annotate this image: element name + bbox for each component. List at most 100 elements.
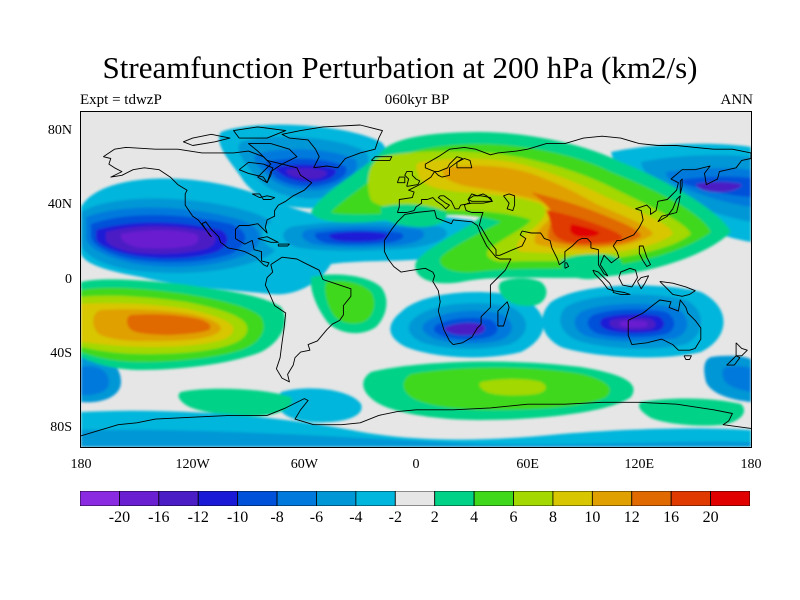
lon-tick-label: 0 — [412, 457, 420, 472]
colorbar-swatch — [158, 491, 199, 506]
coastline — [564, 262, 570, 269]
contour-fill-p16 — [546, 210, 623, 244]
coastline — [396, 135, 751, 277]
chart-title: Streamfunction Perturbation at 200 hPa (… — [102, 50, 698, 85]
colorbar-label: -12 — [187, 509, 209, 526]
coastline — [103, 146, 313, 267]
coastline — [182, 133, 231, 146]
colorbar-label: 16 — [663, 509, 680, 526]
colorbar-swatch — [670, 491, 711, 506]
coastline — [638, 245, 651, 267]
contour-fill-p6 — [479, 379, 546, 396]
lon-tick-label: 60W — [290, 457, 318, 472]
coastline — [679, 178, 683, 195]
contour-fill-n2 — [277, 388, 362, 423]
colorbar-swatch — [276, 491, 317, 506]
coastline — [657, 195, 681, 223]
lon-tick-label: 120W — [175, 457, 210, 472]
contour-fill-p4 — [325, 280, 375, 324]
streamfunction-map — [81, 124, 751, 447]
colorbar-swatch — [394, 491, 436, 506]
colorbar-swatches — [80, 491, 750, 506]
contour-fill-n6 — [81, 366, 109, 396]
colorbar-label: 8 — [548, 509, 557, 526]
coastline — [503, 193, 516, 212]
colorbar-label: 20 — [702, 509, 719, 526]
contour-fill-n16 — [619, 320, 648, 328]
coastline — [257, 236, 279, 243]
colorbar-label: -4 — [349, 509, 363, 526]
coastline — [370, 156, 393, 161]
colorbar-label: -16 — [148, 509, 170, 526]
colorbar-label: -20 — [108, 509, 131, 526]
season-label: ANN — [720, 92, 754, 108]
colorbar-label: 4 — [470, 509, 479, 526]
coastline — [735, 342, 748, 357]
colorbar-swatch — [80, 491, 120, 506]
contour-fill-n16 — [121, 230, 199, 249]
colorbar-label: 10 — [584, 509, 601, 526]
map-panel — [80, 111, 752, 448]
coastline — [467, 195, 493, 202]
coastline — [683, 355, 692, 360]
lat-tick-label: 40N — [47, 197, 72, 213]
colorbar-label: 2 — [430, 509, 439, 526]
colorbar-swatch — [631, 491, 672, 506]
contour-fill-n10 — [329, 231, 387, 242]
colorbar-swatch — [552, 491, 593, 506]
coastline — [81, 398, 751, 437]
coastline — [264, 256, 352, 383]
lat-tick-label: 40S — [50, 345, 72, 361]
coastline — [383, 210, 512, 346]
contour-fill-p2 — [178, 388, 292, 417]
colorbar-swatch — [513, 491, 554, 506]
contour-fill-p20 — [570, 224, 600, 237]
time-label: 060kyr BP — [384, 92, 450, 108]
colorbar-swatch — [473, 491, 514, 506]
experiment-label: Expt = tdwzP — [80, 92, 162, 108]
contour-fill-p2 — [639, 398, 745, 426]
lon-tick-label: 180 — [740, 457, 762, 472]
lon-tick-label: 180 — [70, 457, 92, 472]
coastline — [252, 193, 276, 200]
contour-fill-n12 — [286, 168, 327, 179]
contour-fill-n6 — [722, 366, 751, 392]
colorbar-swatch — [434, 491, 475, 506]
colorbar-label: -8 — [270, 509, 284, 526]
coastline — [248, 143, 298, 165]
contour-fill-p2 — [498, 278, 547, 307]
colorbar-swatch — [197, 491, 239, 506]
colorbar-label: 12 — [623, 509, 640, 526]
coastline — [612, 290, 631, 295]
coastline — [404, 171, 421, 187]
coastline — [456, 158, 473, 169]
coastline — [281, 124, 383, 169]
colorbar-swatch — [119, 491, 160, 506]
contour-fill-p2 — [560, 254, 622, 280]
colorbar-label: -10 — [226, 509, 249, 526]
lon-tick-label: 60E — [516, 457, 539, 472]
colorbar — [80, 491, 750, 506]
contour-fill-p12 — [127, 314, 211, 335]
coastline — [396, 176, 406, 184]
coastline — [659, 280, 696, 297]
coastline — [497, 301, 510, 327]
colorbar-label: -6 — [309, 509, 324, 526]
coastline — [618, 267, 638, 288]
coastline — [277, 243, 290, 247]
coastline — [627, 299, 702, 351]
lat-tick-label: 80N — [47, 122, 72, 138]
colorbar-swatch — [355, 491, 396, 506]
colorbar-swatch — [591, 491, 633, 506]
coastline — [238, 161, 274, 184]
coastline — [233, 126, 287, 139]
coastline — [592, 269, 614, 292]
colorbar-label: -2 — [388, 509, 402, 526]
lon-tick-label: 120E — [624, 457, 655, 472]
coastline — [726, 355, 741, 366]
colorbar-swatch — [710, 491, 750, 506]
colorbar-swatch — [237, 491, 278, 506]
lat-tick-label: 0 — [65, 271, 72, 287]
colorbar-swatch — [316, 491, 357, 506]
lat-tick-label: 80S — [50, 420, 72, 436]
